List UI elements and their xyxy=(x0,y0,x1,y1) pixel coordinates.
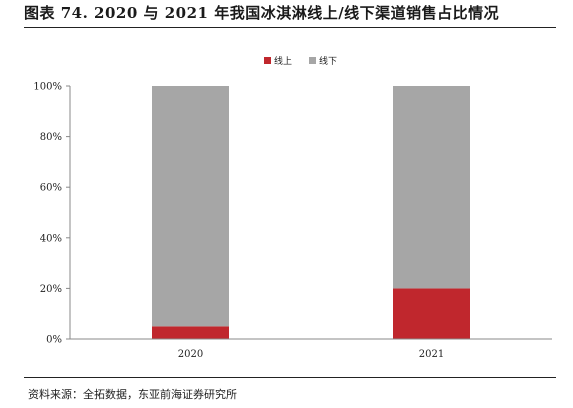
stacked-bar-chart: 线上 线下 0% 20% 40% 60% 80% 100% 2020 2021 xyxy=(33,55,552,360)
y-tick-label: 0% xyxy=(46,335,62,346)
bar-2020-series-1 xyxy=(152,326,229,339)
y-tick-label: 40% xyxy=(40,233,62,244)
legend-label-2: 线下 xyxy=(319,55,337,67)
x-tick-label: 2020 xyxy=(178,349,203,360)
title-rule xyxy=(24,27,556,28)
figure-title: 图表 74. 2020 与 2021 年我国冰淇淋线上/线下渠道销售占比情况 xyxy=(24,4,500,22)
y-tick-label: 60% xyxy=(40,183,62,194)
bar-2020-series-2 xyxy=(152,86,229,327)
legend-label-1: 线上 xyxy=(274,55,292,67)
source-note: 资料来源：全拓数据，东亚前海证券研究所 xyxy=(28,388,237,401)
legend-swatch-2 xyxy=(309,57,316,64)
bar-2021-series-1 xyxy=(393,288,470,339)
source-rule xyxy=(24,377,556,378)
x-tick-label: 2021 xyxy=(419,349,444,360)
y-tick-label: 20% xyxy=(40,284,62,295)
bar-2021-series-2 xyxy=(393,86,470,289)
y-tick-label: 80% xyxy=(40,132,62,143)
legend-swatch-1 xyxy=(264,57,271,64)
y-tick-label: 100% xyxy=(33,82,62,93)
